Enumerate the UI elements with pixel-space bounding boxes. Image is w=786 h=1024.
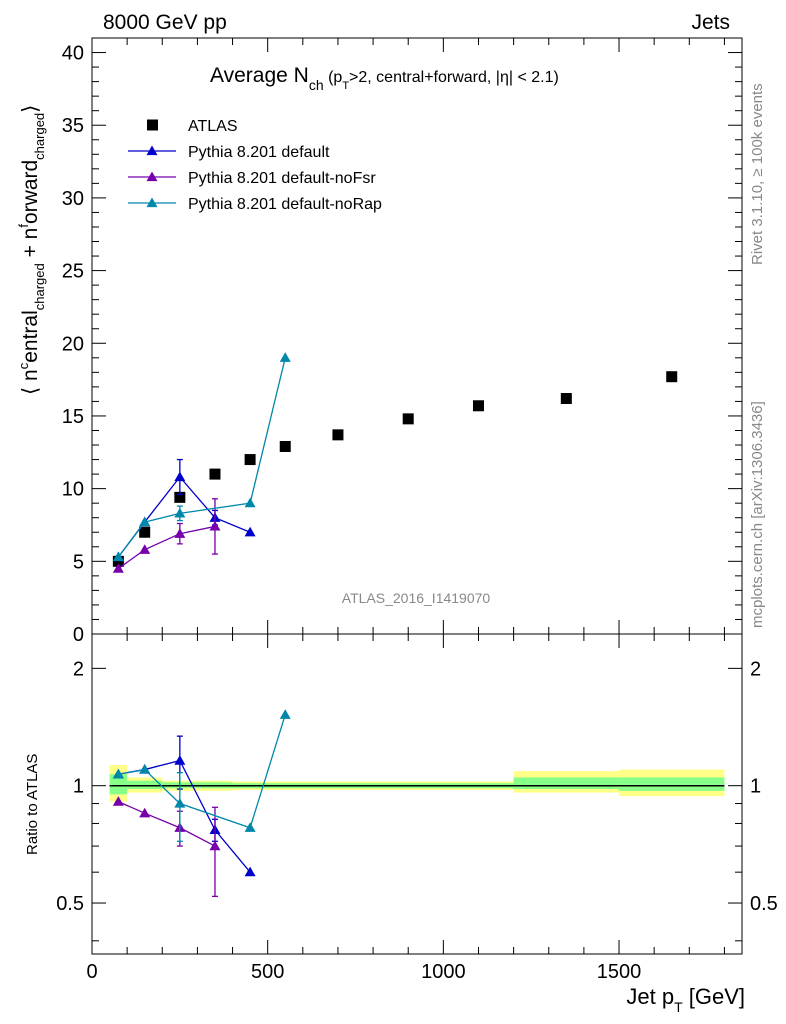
data-point-atlas [139, 526, 151, 538]
ratio-point-default [244, 866, 256, 877]
ratio-y-axis-label: Ratio to ATLAS [24, 754, 41, 855]
data-point-noFsr [139, 544, 151, 554]
main-y-tick-label: 20 [62, 333, 84, 355]
header-energy: 8000 GeV pp [103, 11, 227, 34]
ratio-point-noFsr [139, 807, 151, 818]
analysis-watermark: ATLAS_2016_I1419070 [342, 590, 491, 606]
legend-label-default: Pythia 8.201 default [188, 144, 330, 161]
legend-marker-noFsr [146, 171, 158, 182]
data-point-atlas [209, 468, 221, 480]
data-point-atlas [244, 454, 256, 466]
mcplots-label: mcplots.cern.ch [arXiv:1306.3436] [749, 401, 766, 628]
chart-title: Average Nch (pT>2, central+forward, |η| … [210, 64, 559, 93]
data-point-default [244, 526, 256, 537]
main-y-tick-label: 15 [62, 406, 84, 428]
main-y-tick-label: 10 [62, 479, 84, 501]
data-point-noRap [244, 497, 256, 508]
ratio-point-noFsr [112, 796, 124, 806]
ratio-y-tick-label-left: 2 [73, 658, 84, 680]
data-point-noFsr [209, 520, 221, 531]
legend-marker-noRap [146, 197, 158, 208]
data-point-atlas [560, 393, 572, 405]
ratio-point-noRap [139, 764, 151, 774]
series-line-noFsr [117, 525, 216, 570]
ratio-uncertainty-band-inner [619, 777, 725, 791]
data-point-noRap [112, 551, 124, 562]
legend-marker-default [146, 145, 158, 156]
x-tick-label: 1000 [421, 961, 466, 983]
ratio-y-tick-label-right: 1 [750, 776, 761, 798]
ratio-panel: 0.5 0.5 1 1 2 2 0 500 1000 1500 [56, 634, 778, 983]
header-process: Jets [691, 11, 730, 34]
data-point-atlas [174, 491, 186, 503]
data-point-atlas [112, 555, 124, 567]
legend-marker-atlas [147, 119, 158, 131]
main-panel: 0 5 10 15 20 25 30 35 40 [62, 38, 742, 646]
data-point-noFsr [112, 563, 124, 573]
ratio-uncertainty-band-inner [109, 774, 128, 795]
legend-label-noRap: Pythia 8.201 default-noRap [188, 196, 382, 213]
main-y-tick-label: 35 [62, 115, 84, 137]
legend: ATLAS Pythia 8.201 default Pythia 8.201 de… [128, 118, 382, 213]
data-point-noRap [174, 507, 186, 518]
ratio-line-default [118, 759, 251, 873]
x-tick-label: 500 [251, 961, 284, 983]
data-point-noRap [139, 516, 151, 527]
main-y-axis-label: ⟨ ncentralcharged + nforwardcharged⟩ [16, 105, 47, 395]
ratio-y-tick-label-right: 2 [750, 658, 761, 680]
ratio-panel-frame [91, 633, 743, 955]
ratio-point-default [174, 755, 186, 765]
ratio-y-tick-label-left: 1 [73, 776, 84, 798]
ratio-point-noRap [279, 709, 291, 719]
main-y-tick-label: 40 [62, 43, 84, 65]
rivet-label: Rivet 3.1.10, ≥ 100k events [749, 83, 766, 265]
x-axis-label: Jet pT [GeV] [626, 984, 745, 1015]
ratio-point-noRap [244, 822, 256, 832]
main-y-tick-label: 5 [73, 551, 84, 573]
data-point-atlas [666, 371, 678, 383]
legend-label-atlas: ATLAS [188, 118, 238, 135]
data-point-noRap [279, 352, 291, 362]
ratio-point-noRap [112, 768, 124, 779]
main-y-tick-label: 30 [62, 188, 84, 210]
legend-label-noFsr: Pythia 8.201 default-noFsr [188, 170, 376, 187]
ratio-uncertainty-band-inner [127, 780, 163, 790]
data-point-noFsr [174, 528, 186, 538]
data-point-atlas [472, 400, 484, 412]
data-point-atlas [279, 440, 291, 452]
data-point-atlas [332, 429, 344, 441]
main-y-tick-label: 25 [62, 261, 84, 283]
ratio-y-tick-label-left: 0.5 [56, 893, 84, 915]
data-point-atlas [402, 413, 414, 425]
ratio-uncertainty-band-inner [513, 777, 620, 790]
data-point-default [174, 471, 186, 482]
main-y-tick-label: 0 [73, 624, 84, 646]
x-tick-label: 0 [86, 961, 97, 983]
ratio-point-noFsr [209, 840, 221, 851]
ratio-line-noFsr [118, 801, 216, 847]
ratio-point-noRap [174, 798, 186, 808]
x-tick-label: 1500 [597, 961, 642, 983]
ratio-y-tick-label-right: 0.5 [750, 893, 778, 915]
